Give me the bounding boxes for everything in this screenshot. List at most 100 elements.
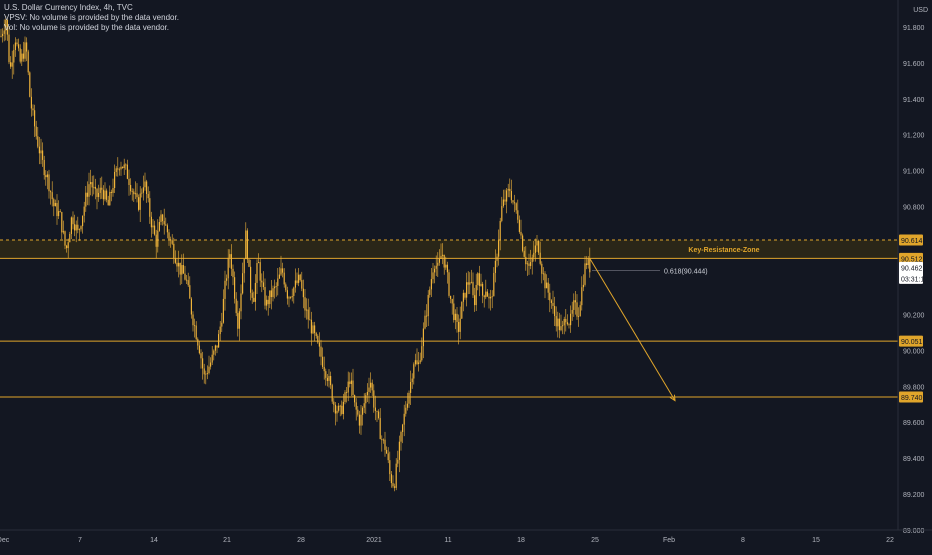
candle-body xyxy=(163,221,165,225)
candle-body xyxy=(174,258,176,263)
candle-body xyxy=(182,265,184,274)
candle-body xyxy=(107,199,109,206)
candle-body xyxy=(224,280,226,299)
candle-body xyxy=(574,300,576,303)
legend-title[interactable]: U.S. Dollar Currency Index, 4h, TVC xyxy=(4,3,133,12)
candle-body xyxy=(77,224,79,230)
candle-body xyxy=(355,402,357,410)
candle-body xyxy=(85,192,87,207)
candle-body xyxy=(381,439,383,440)
candle-body xyxy=(299,274,301,281)
candle-body xyxy=(550,300,552,303)
candle-body xyxy=(162,214,164,222)
candle-body xyxy=(453,303,455,321)
candle-body xyxy=(557,318,559,327)
candle-body xyxy=(147,194,149,199)
candle-body xyxy=(104,190,106,200)
candle-body xyxy=(544,273,546,289)
candle-body xyxy=(398,441,400,460)
candle-body xyxy=(456,313,458,323)
candle-body xyxy=(421,346,423,361)
candle-body xyxy=(277,278,279,286)
candle-body xyxy=(234,277,236,299)
x-tick-label: 22 xyxy=(886,537,894,544)
level-price-label: 89.740 xyxy=(901,395,923,402)
candle-body xyxy=(0,35,2,37)
candle-body xyxy=(152,225,154,228)
candle-body xyxy=(426,315,428,317)
candle-body xyxy=(470,281,472,283)
candle-body xyxy=(475,284,477,306)
candle-body xyxy=(587,258,589,266)
candle-body xyxy=(565,318,567,323)
candle-body xyxy=(582,284,584,288)
candle-body xyxy=(278,274,280,279)
candle-body xyxy=(445,264,447,268)
candle-body xyxy=(214,345,216,351)
candle-body xyxy=(304,297,306,311)
candle-body xyxy=(56,203,58,217)
time-axis[interactable]: Dec 7 14 21 28 2021 11 18 25 Feb 8 15 22 xyxy=(0,529,932,544)
candle-body xyxy=(522,235,524,251)
level-price-label: 90.614 xyxy=(901,238,923,245)
candle-body xyxy=(53,199,55,207)
candle-body xyxy=(389,460,391,475)
y-tick-label: 91.400 xyxy=(903,97,925,104)
candle-body xyxy=(554,305,556,317)
projection-arrow-head xyxy=(669,394,676,402)
candle-body xyxy=(435,265,437,269)
candle-body xyxy=(243,259,245,274)
candle-body xyxy=(208,366,210,374)
candle-body xyxy=(94,186,96,189)
candle-body xyxy=(429,289,431,295)
candle-body xyxy=(120,166,122,170)
candle-body xyxy=(358,414,360,426)
y-tick-label: 91.000 xyxy=(903,169,925,176)
price-axis[interactable]: USD 91.800 91.600 91.400 91.200 91.000 90.800 9… xyxy=(897,0,932,550)
candle-body xyxy=(507,188,509,191)
candle-body xyxy=(155,234,157,247)
candle-body xyxy=(454,313,456,321)
candle-body xyxy=(390,474,392,484)
candle-body xyxy=(226,278,228,281)
candle-body xyxy=(250,266,252,293)
candle-body xyxy=(547,282,549,293)
candle-body xyxy=(443,254,445,268)
candle-body xyxy=(459,318,461,332)
candle-body xyxy=(370,382,372,388)
candle-body xyxy=(109,191,111,206)
candle-body xyxy=(555,316,557,327)
candle-body xyxy=(490,296,492,299)
y-tick-label: 89.800 xyxy=(903,384,925,391)
candle-body xyxy=(291,295,293,298)
candle-body xyxy=(517,210,519,220)
candle-body xyxy=(584,263,586,285)
candle-body xyxy=(533,252,535,258)
candle-body xyxy=(246,230,248,260)
candle-body xyxy=(589,258,591,273)
candle-body xyxy=(419,360,421,363)
candle-body xyxy=(96,188,98,197)
candle-body xyxy=(54,203,56,207)
x-tick-label: 7 xyxy=(78,537,82,544)
candle-body xyxy=(123,164,125,169)
candle-body xyxy=(306,309,308,311)
candle-body xyxy=(498,240,500,257)
x-tick-label: Dec xyxy=(0,537,10,544)
candle-body xyxy=(536,240,538,246)
candle-body xyxy=(451,298,453,304)
candle-body xyxy=(405,407,407,414)
candle-body xyxy=(530,262,532,266)
candle-body xyxy=(90,182,92,185)
candle-body xyxy=(38,146,40,154)
candle-body xyxy=(219,326,221,335)
level-price-label: 90.512 xyxy=(901,256,923,263)
candle-body xyxy=(437,262,439,266)
candle-body xyxy=(66,245,68,249)
projection-arrow-line xyxy=(589,258,676,401)
candle-body xyxy=(525,256,527,265)
candle-body xyxy=(166,225,168,233)
candle-body xyxy=(418,362,420,364)
